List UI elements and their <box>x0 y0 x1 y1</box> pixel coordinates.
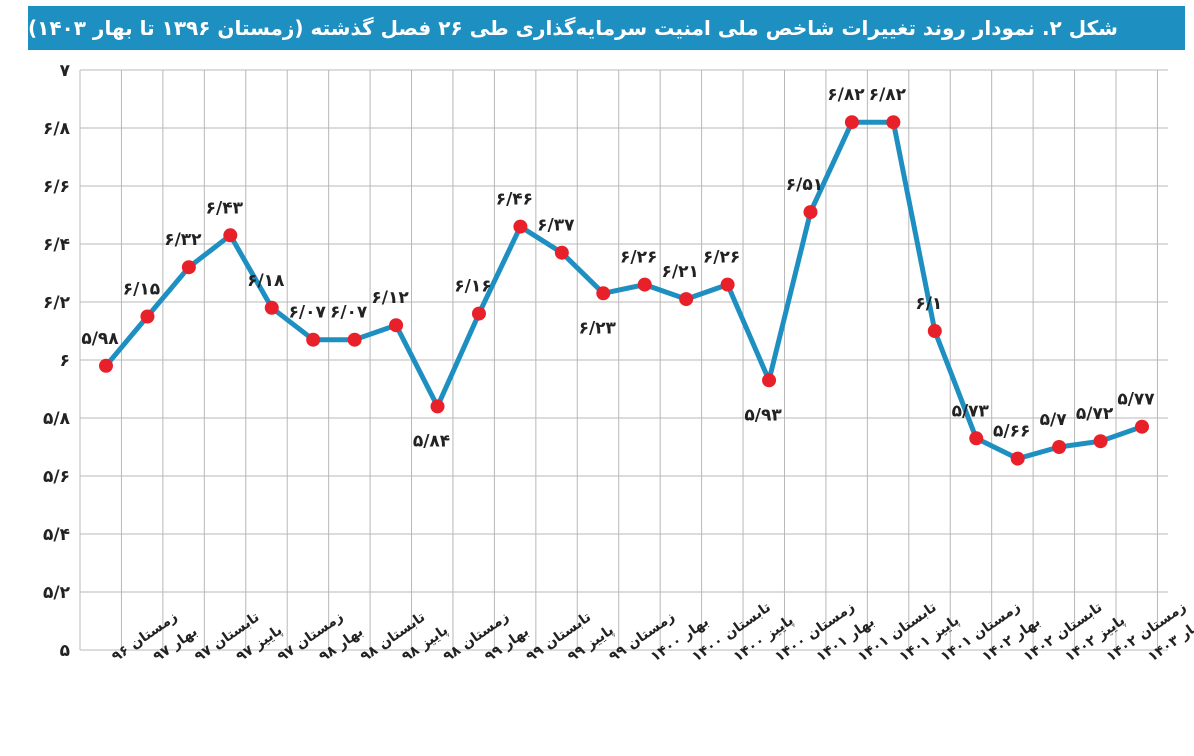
chart-title-bar: شکل ۲. نمودار روند تغییرات شاخص ملی امنی… <box>28 6 1185 50</box>
series-line <box>104 119 1143 462</box>
y-tick-label: ۵/۶ <box>43 467 70 487</box>
series-line-layer <box>104 119 1143 462</box>
data-point <box>389 318 404 333</box>
data-label: ۶/۲۶ <box>620 248 657 268</box>
data-labels-layer: ۵/۹۸۶/۱۵۶/۳۲۶/۴۳۶/۱۸۶/۰۷ ۶/۰۷۶/۱۲۵/۸۴۶/۱۶… <box>81 85 1155 451</box>
data-point <box>844 115 859 130</box>
data-point <box>637 277 652 292</box>
data-label: ۶/۱۶ <box>454 277 491 297</box>
data-point <box>596 286 611 301</box>
data-label: ۵/۶۶ <box>993 422 1030 442</box>
data-label: ۶/۱۸ <box>247 271 285 291</box>
data-point <box>99 358 113 373</box>
data-point <box>803 205 818 220</box>
data-label: ۵/۹۸ <box>81 329 119 349</box>
data-point <box>679 292 694 307</box>
data-point <box>886 115 901 130</box>
data-label: ۶/۱۲ <box>371 288 409 308</box>
data-point <box>430 399 445 414</box>
data-point <box>264 300 279 315</box>
data-point <box>554 245 569 260</box>
data-point <box>223 228 238 243</box>
y-tick-label: ۶/۸ <box>43 119 71 139</box>
data-point <box>1093 434 1108 449</box>
data-label: ۶/۸۲ <box>827 85 865 105</box>
y-tick-label: ۵/۴ <box>43 525 70 545</box>
data-label: ۶/۱۵ <box>123 280 160 300</box>
data-label: ۵/۹۳ <box>744 405 782 425</box>
y-tick-label: ۵/۸ <box>43 409 71 429</box>
data-label: ۶/۳۷ <box>537 216 575 236</box>
data-label: ۶/۰۷ <box>330 303 368 323</box>
data-label: ۶/۵۱ <box>786 175 823 195</box>
data-point <box>140 309 155 324</box>
data-label: ۶/۲۱ <box>661 262 698 282</box>
y-tick-label: ۶/۲ <box>43 293 71 313</box>
data-label: ۶/۴۳ <box>206 198 244 218</box>
data-point <box>720 277 735 292</box>
data-point <box>471 306 486 321</box>
data-label: ۵/۸۴ <box>413 431 450 451</box>
data-point <box>1135 419 1149 434</box>
data-label: ۵/۷ <box>1040 410 1068 430</box>
data-label: ۶/۸۲ <box>869 85 907 105</box>
y-tick-label: ۶/۶ <box>43 177 70 197</box>
data-label: ۶/۴۶ <box>496 190 533 210</box>
chart-title: شکل ۲. نمودار روند تغییرات شاخص ملی امنی… <box>28 16 1118 40</box>
y-tick-label: ۷ <box>60 61 71 81</box>
data-label: ۶/۳۲ <box>164 230 202 250</box>
data-point <box>927 324 942 338</box>
data-point <box>513 219 528 234</box>
data-point <box>306 332 321 347</box>
data-label: ۶/۲۳ <box>579 318 617 338</box>
data-label: ۶/۱ <box>915 294 942 314</box>
y-tick-label: ۶ <box>60 351 70 371</box>
data-label: ۵/۷۷ <box>1117 390 1155 410</box>
data-point <box>181 260 196 275</box>
data-point <box>1010 451 1025 466</box>
y-axis-ticks: ۵ ۵/۲ ۵/۴ ۵/۶ ۵/۸ ۶ ۶/۲ ۶/۴ ۶/۶ ۶/۸ ۷ <box>43 61 71 661</box>
markers-layer <box>99 115 1149 466</box>
data-point <box>969 431 984 446</box>
data-label: ۵/۷۳ <box>952 401 990 421</box>
y-tick-label: ۵/۲ <box>43 583 71 603</box>
y-tick-label: ۶/۴ <box>43 235 70 255</box>
y-tick-label: ۵ <box>60 641 70 661</box>
data-label: ۶/۲۶ <box>703 248 740 268</box>
data-point <box>347 332 362 347</box>
data-point <box>1052 440 1067 454</box>
data-label: ۵/۷۲ <box>1076 404 1114 424</box>
data-point <box>762 373 777 388</box>
data-label: ۶/۰۷ <box>289 303 327 323</box>
grid-layer <box>79 69 1168 651</box>
